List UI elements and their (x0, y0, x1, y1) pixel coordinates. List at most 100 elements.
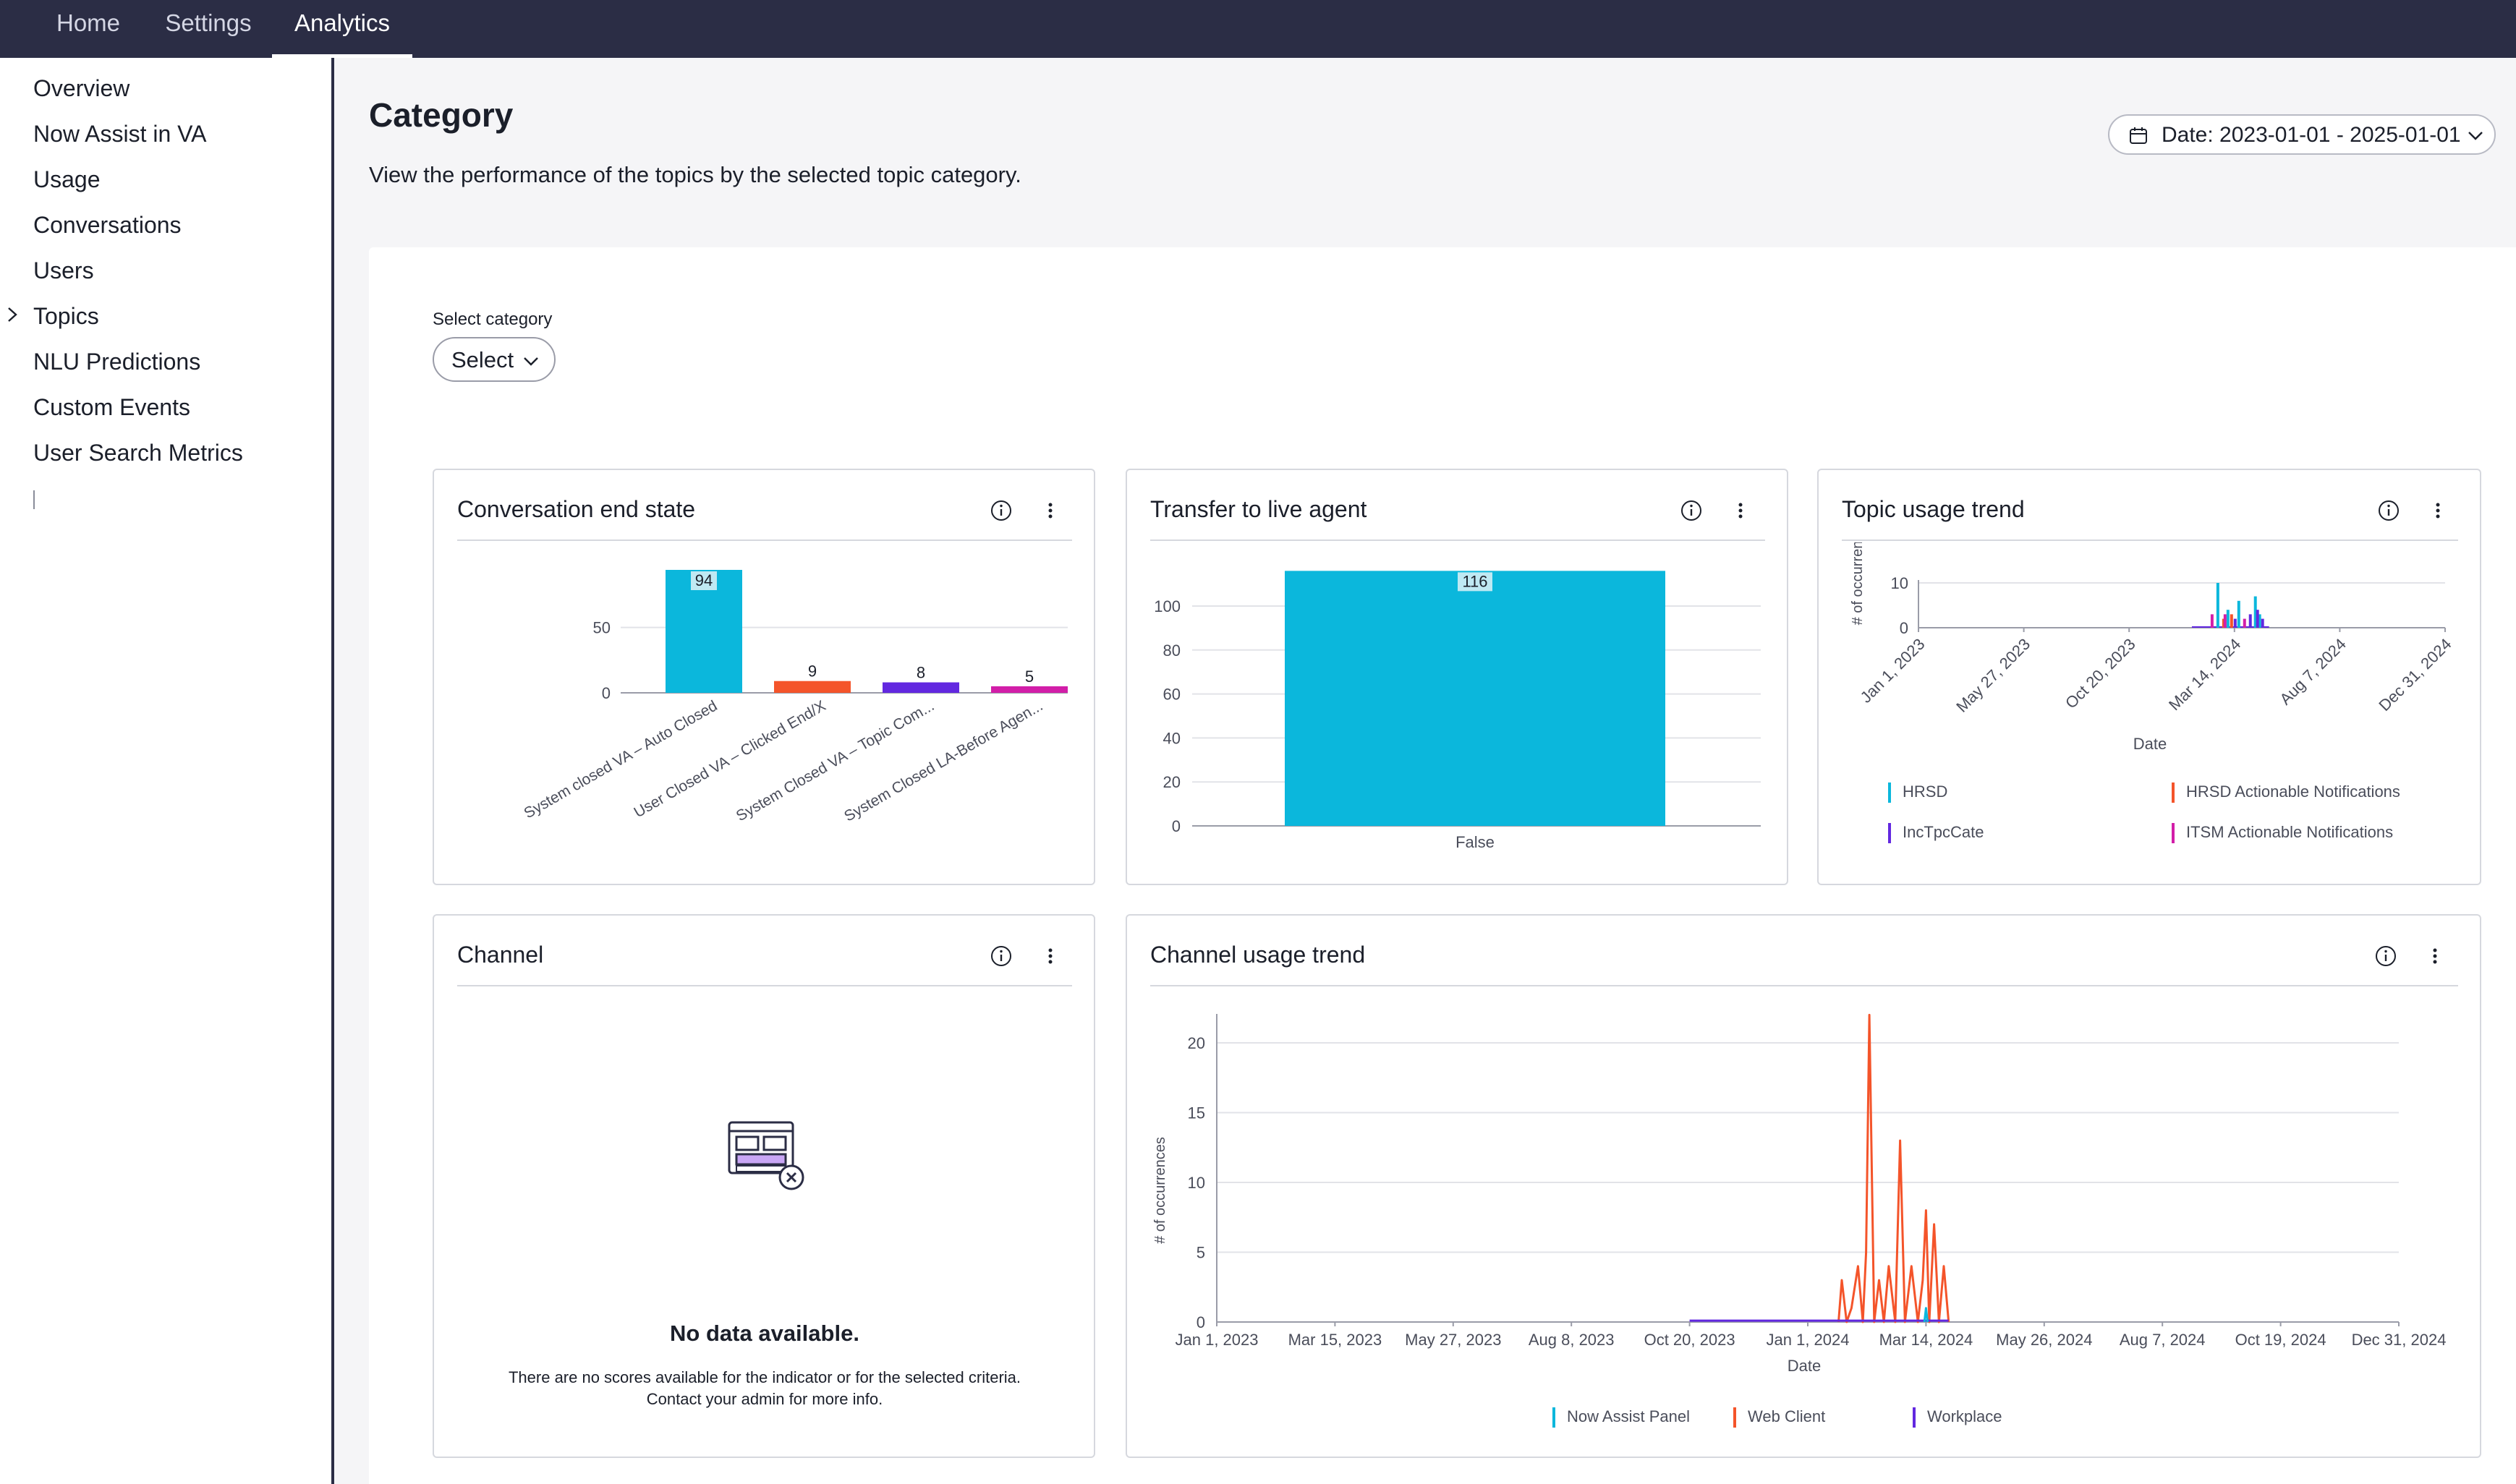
sidebar-item-now-assist-in-va[interactable]: Now Assist in VA (33, 121, 207, 147)
more-options-icon[interactable] (1729, 499, 1752, 522)
tab-analytics[interactable]: Analytics (272, 0, 412, 58)
info-icon[interactable] (990, 944, 1013, 968)
y-tick-label: 60 (1163, 686, 1181, 704)
legend-item-workplace[interactable]: Workplace (1913, 1407, 2002, 1428)
select-category-label: Select category (433, 310, 553, 329)
legend-item-hrsd[interactable]: HRSD (1888, 782, 1948, 803)
y-tick-label: 80 (1163, 641, 1181, 660)
card-title: Conversation end state (457, 496, 696, 522)
data-label: 116 (1462, 572, 1487, 590)
card-title: Transfer to live agent (1150, 496, 1367, 522)
y-tick-label: 15 (1188, 1104, 1205, 1122)
category-select-value: Select (451, 347, 514, 372)
y-tick-label: 5 (1197, 1244, 1205, 1262)
data-label: 5 (1025, 668, 1034, 686)
legend-label: ITSM Actionable Notifications (2186, 823, 2394, 841)
legend-swatch (1888, 823, 1891, 843)
card-divider (1150, 985, 2458, 986)
legend-swatch (1888, 782, 1891, 803)
x-tick-label: Mar 14, 2024 (2165, 635, 2244, 714)
sidebar-item-usage[interactable]: Usage (33, 166, 101, 192)
y-tick-label: 20 (1163, 773, 1181, 791)
sidebar-item-conversations[interactable]: Conversations (33, 212, 182, 238)
info-icon[interactable] (2377, 499, 2400, 522)
conversation-end-state-card: Conversation end state 0 50 94 System close… (433, 469, 1095, 885)
sidebar-item-nlu-predictions[interactable]: NLU Predictions (33, 349, 201, 375)
x-tick-label: Aug 8, 2023 (1529, 1331, 1615, 1349)
legend-item-itsm-actionable[interactable]: ITSM Actionable Notifications (2172, 823, 2394, 843)
x-tick-label: Oct 19, 2024 (2235, 1331, 2326, 1349)
legend-label: Workplace (1927, 1407, 2002, 1425)
legend-label: HRSD (1903, 782, 1948, 801)
bar (883, 682, 959, 693)
channel-card: Channel No data available. There are no … (433, 914, 1095, 1458)
chevron-right-icon[interactable] (4, 307, 20, 323)
tab-home[interactable]: Home (56, 9, 121, 36)
x-tick-label: False (1455, 833, 1495, 851)
card-divider (1150, 540, 1765, 541)
x-tick-label: Oct 20, 2023 (1644, 1331, 1735, 1349)
card-divider (457, 540, 1072, 541)
x-tick-label: System Closed VA – Topic Com... (734, 697, 938, 824)
text-cursor (33, 490, 35, 509)
tab-settings[interactable]: Settings (165, 9, 252, 36)
x-tick-label: Aug 7, 2024 (2276, 635, 2350, 709)
trend-bar (2210, 614, 2214, 628)
card-divider (457, 985, 1072, 986)
legend-item-inctpccate[interactable]: IncTpcCate (1888, 823, 1984, 843)
topic-trend-chart: 0 10 Jan 1, 2023 May 27, 2023 Oct 20, 2023 Ma… (1850, 542, 2455, 753)
no-data-message: There are no scores available for the in… (508, 1368, 1021, 1386)
y-tick-label: 10 (1188, 1174, 1205, 1192)
trend-bar (2253, 596, 2257, 628)
end-state-chart: 0 50 94 System closed VA – Auto Closed 9 User… (521, 570, 1068, 825)
data-label: 9 (808, 662, 817, 681)
transfer-chart: 0 20 40 60 80 100 116 False (1154, 571, 1761, 851)
x-tick-label: Dec 31, 2024 (2352, 1331, 2447, 1349)
channel-trend-chart: 0 5 10 15 20 Jan 1, 2023 Mar 15, 2023 May 27, 2… (1152, 1013, 2447, 1375)
trend-bar (2233, 618, 2237, 628)
more-options-icon[interactable] (1039, 499, 1062, 522)
x-tick-label: Dec 31, 2024 (2375, 635, 2455, 715)
info-icon[interactable] (2374, 944, 2397, 968)
sidebar-item-topics[interactable]: Topics (33, 303, 99, 329)
sidebar-item-users[interactable]: Users (33, 257, 94, 283)
y-axis-title: # of occurrences (1152, 1137, 1168, 1244)
more-options-icon[interactable] (2426, 499, 2449, 522)
x-tick-label: May 26, 2024 (1996, 1331, 2092, 1349)
legend-swatch (2172, 823, 2175, 843)
x-tick-label: Mar 15, 2023 (1288, 1331, 1382, 1349)
category-select[interactable]: Select (433, 337, 556, 382)
date-filter-button[interactable]: Date: 2023-01-01 - 2025-01-01 (2108, 114, 2496, 155)
sidebar-item-overview[interactable]: Overview (33, 75, 130, 101)
x-axis-title: Date (2133, 735, 2167, 753)
more-options-icon[interactable] (1039, 944, 1062, 968)
x-tick-label: System closed VA – Auto Closed (521, 697, 720, 822)
legend-item-hrsd-actionable[interactable]: HRSD Actionable Notifications (2172, 782, 2400, 803)
x-tick-label: Aug 7, 2024 (2120, 1331, 2206, 1349)
sidebar-item-user-search-metrics[interactable]: User Search Metrics (33, 440, 243, 466)
y-tick-label: 100 (1154, 597, 1181, 615)
no-data-illustration-icon (728, 1121, 804, 1190)
info-icon[interactable] (990, 499, 1013, 522)
x-tick-label: System Closed LA-Before Agen... (841, 697, 1045, 824)
no-data-title: No data available. (670, 1321, 859, 1346)
legend-item-web-client[interactable]: Web Client (1733, 1407, 1826, 1428)
x-axis-title: Date (1788, 1357, 1821, 1375)
trend-bar (2226, 610, 2230, 628)
trend-bar (2223, 614, 2227, 628)
chevron-down-icon (2468, 132, 2483, 140)
sidebar-item-custom-events[interactable]: Custom Events (33, 394, 190, 420)
legend-item-now-assist-panel[interactable]: Now Assist Panel (1552, 1407, 1690, 1428)
top-navigation: Home Settings Analytics (0, 0, 2516, 58)
x-tick-label: Mar 14, 2024 (1879, 1331, 1973, 1349)
trend-bar (2248, 614, 2252, 628)
x-tick-label: Oct 20, 2023 (2062, 635, 2139, 712)
bar (774, 681, 851, 693)
more-options-icon[interactable] (2423, 944, 2447, 968)
y-tick-label: 0 (1900, 619, 1908, 637)
legend-label: Web Client (1748, 1407, 1826, 1425)
y-tick-label: 20 (1188, 1034, 1205, 1052)
info-icon[interactable] (1680, 499, 1703, 522)
x-tick-label: Jan 1, 2023 (1857, 635, 1929, 707)
x-tick-label: May 27, 2023 (1405, 1331, 1501, 1349)
